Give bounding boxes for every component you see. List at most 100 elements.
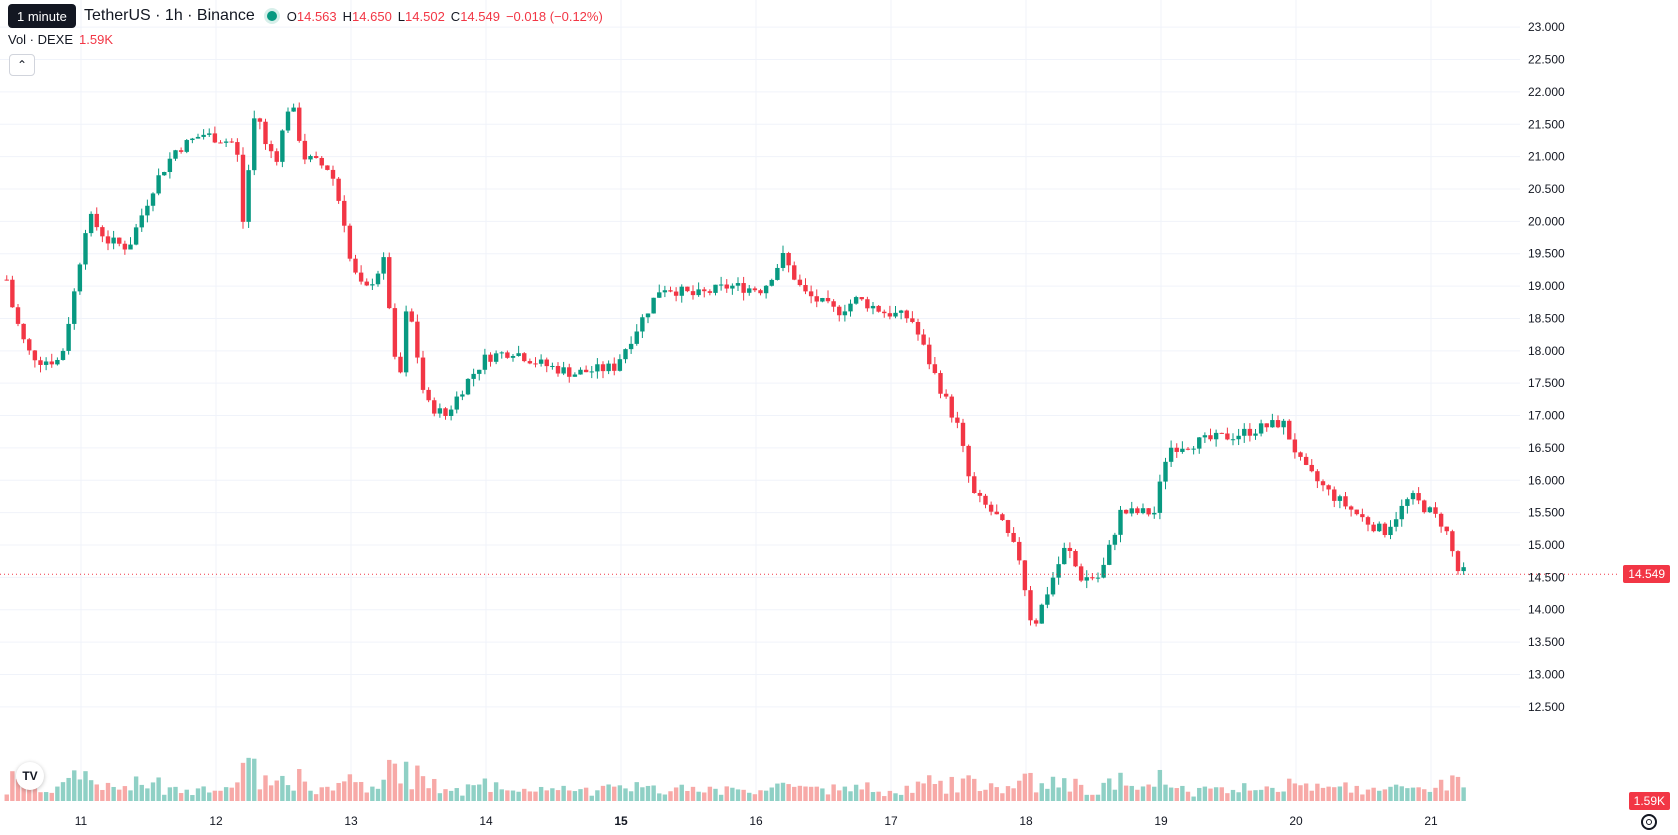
volume-legend[interactable]: Vol · DEXE 1.59K — [8, 32, 113, 47]
volume-bar — [1084, 794, 1089, 801]
volume-bar — [1039, 783, 1044, 801]
price-tick-label: 13.500 — [1528, 635, 1565, 649]
volume-bar — [77, 779, 83, 801]
volume-bar — [1393, 784, 1399, 801]
candle-body — [77, 264, 83, 292]
candle-body — [43, 361, 49, 365]
volume-bar — [690, 786, 696, 801]
volume-bar — [1337, 786, 1343, 801]
candle-body — [150, 193, 156, 206]
symbol-title[interactable]: TetherUS · 1h · Binance — [84, 7, 255, 24]
volume-bar — [1095, 794, 1101, 801]
volume-bar — [1264, 786, 1269, 801]
candle-body — [1033, 620, 1039, 624]
candle-body — [285, 111, 291, 131]
candle-body — [38, 360, 43, 365]
candle-body — [398, 356, 403, 373]
volume-bar — [522, 788, 527, 801]
volume-bar — [291, 790, 296, 801]
candle-body — [1045, 594, 1050, 605]
candle-body — [212, 133, 218, 143]
candle-body — [1095, 577, 1101, 579]
volume-bar — [263, 775, 268, 801]
candle-body — [201, 134, 206, 137]
last-price-tag: 14.549 — [1623, 565, 1670, 584]
candle-body — [94, 213, 99, 228]
volume-bar — [747, 792, 752, 801]
candle-body — [167, 158, 173, 173]
volume-bar — [1332, 787, 1337, 801]
volume-bar — [1078, 784, 1084, 801]
volume-bar — [904, 785, 909, 801]
volume-bar — [657, 793, 662, 801]
volume-bar — [420, 776, 426, 801]
candle-body — [505, 352, 510, 358]
volume-bar — [392, 763, 398, 801]
volume-bar — [538, 786, 544, 801]
candle-body — [741, 283, 746, 293]
volume-bar — [1168, 787, 1174, 801]
time-tick-label: 12 — [209, 814, 223, 828]
volume-bar — [257, 789, 263, 801]
volume-bar — [285, 785, 291, 801]
price-tick-label: 23.000 — [1528, 20, 1565, 34]
time-tick-label: 13 — [344, 814, 358, 828]
volume-bar — [983, 789, 988, 801]
volume-bar — [932, 784, 938, 801]
volume-bar — [471, 785, 476, 801]
candle-body — [882, 311, 887, 314]
candle-body — [128, 244, 133, 250]
candle-body — [426, 389, 431, 401]
candle-body — [499, 352, 504, 354]
volume-bar — [1152, 786, 1157, 801]
volume-bar — [848, 791, 853, 801]
candle-body — [994, 511, 999, 515]
collapse-legend-button[interactable]: ⌃ — [9, 54, 35, 76]
price-tick-label: 21.500 — [1528, 117, 1565, 131]
volume-bar — [145, 788, 150, 801]
candle-body — [1393, 519, 1399, 527]
volume-bar — [1129, 785, 1134, 801]
volume-bar — [218, 790, 223, 801]
candle-body — [325, 165, 330, 170]
volume-bar — [274, 780, 279, 801]
volume-bar — [1371, 787, 1376, 801]
volume-bar — [370, 786, 375, 801]
volume-bar — [32, 781, 38, 801]
chart-legend: TetherUS · 1h · Binance O14.563 H14.650 … — [8, 4, 603, 28]
volume-bar — [437, 793, 443, 801]
gear-icon[interactable] — [1641, 814, 1657, 830]
tradingview-logo-icon[interactable]: TV — [16, 762, 44, 790]
time-tick-label: 11 — [75, 814, 88, 828]
candle-body — [1405, 499, 1410, 506]
volume-bar — [66, 777, 71, 801]
volume-bar — [1213, 787, 1219, 801]
volume-bar — [4, 794, 9, 801]
candle-body — [1135, 508, 1140, 514]
volume-bar — [1360, 794, 1365, 801]
candle-body — [1354, 509, 1359, 515]
candlesticks — [4, 102, 1466, 627]
volume-bar — [398, 783, 403, 801]
candle-body — [1444, 526, 1449, 532]
candle-body — [1118, 509, 1123, 535]
volume-bar — [178, 793, 184, 801]
volume-bar — [1287, 778, 1292, 801]
volume-bar — [994, 787, 999, 801]
volume-bar — [1399, 786, 1404, 801]
candle-body — [567, 367, 572, 377]
volume-bar — [94, 784, 99, 801]
volume-bar — [1022, 773, 1028, 801]
candle-body — [550, 365, 555, 367]
volume-bar — [156, 777, 161, 801]
high-value: 14.650 — [352, 8, 392, 24]
volume-bar — [921, 783, 926, 801]
candle-body — [876, 305, 881, 312]
candle-body — [747, 288, 752, 293]
candle-body — [353, 258, 358, 273]
volume-bar — [718, 794, 724, 801]
volume-bar — [1062, 778, 1067, 801]
candle-body — [364, 281, 369, 286]
volume-bar — [1118, 772, 1123, 801]
